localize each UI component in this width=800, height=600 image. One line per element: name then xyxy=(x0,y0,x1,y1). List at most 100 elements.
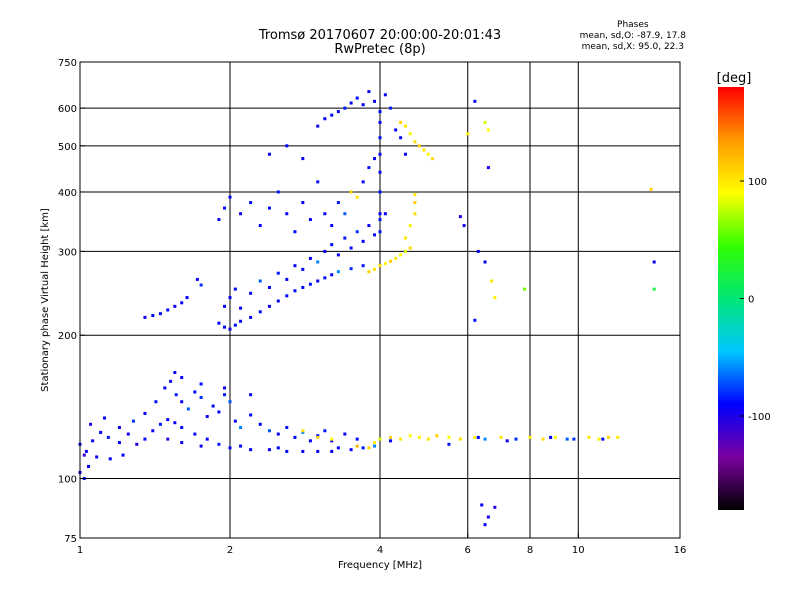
data-point xyxy=(355,437,359,441)
data-point xyxy=(486,515,490,519)
data-point xyxy=(285,212,289,216)
data-point xyxy=(403,152,407,156)
colorbar-ticks: 100 0 -100 xyxy=(740,177,771,423)
data-point xyxy=(195,277,199,281)
data-point xyxy=(276,271,280,275)
data-point xyxy=(228,400,232,404)
data-point xyxy=(378,190,382,194)
data-point xyxy=(135,442,139,446)
data-point xyxy=(249,448,253,452)
y-axis-label: Stationary phase Virtual Height [km] xyxy=(40,208,51,392)
data-point xyxy=(597,437,601,441)
data-point xyxy=(223,325,227,329)
data-point xyxy=(413,212,417,216)
data-point xyxy=(228,446,232,450)
data-point xyxy=(490,279,494,283)
x-tick-label: 6 xyxy=(465,545,471,556)
data-point xyxy=(166,437,170,441)
data-point xyxy=(205,414,209,418)
data-points xyxy=(78,90,656,527)
data-point xyxy=(572,437,576,441)
data-point xyxy=(466,132,470,136)
data-point xyxy=(408,224,412,228)
data-point xyxy=(239,319,243,323)
colorbar-unit-label: [deg] xyxy=(717,71,752,86)
data-point xyxy=(95,455,99,459)
data-point xyxy=(361,180,365,184)
data-point xyxy=(249,315,253,319)
data-point xyxy=(228,296,232,300)
data-point xyxy=(330,243,334,247)
data-point xyxy=(106,435,110,439)
data-point xyxy=(565,437,569,441)
data-point xyxy=(361,264,365,268)
data-point xyxy=(217,218,221,222)
data-point xyxy=(228,327,232,331)
data-point xyxy=(483,260,487,264)
data-point xyxy=(355,195,359,199)
data-point xyxy=(330,113,334,117)
data-point xyxy=(553,435,557,439)
data-point xyxy=(205,437,209,441)
data-point xyxy=(493,505,497,509)
phase-stats-heading: Phases xyxy=(617,20,649,30)
data-point xyxy=(316,260,320,264)
data-point xyxy=(349,267,353,271)
data-point xyxy=(399,120,403,124)
phase-stats-o-line: mean, sd,O: -87.9, 17.8 xyxy=(579,31,686,41)
data-point xyxy=(378,437,382,441)
data-point xyxy=(523,287,527,291)
data-point xyxy=(486,128,490,132)
data-point xyxy=(293,435,297,439)
data-point xyxy=(330,439,334,443)
data-point xyxy=(180,301,184,305)
data-point xyxy=(426,152,430,156)
y-tick-label: 400 xyxy=(58,188,77,199)
data-point xyxy=(285,294,289,298)
data-point xyxy=(323,249,327,253)
data-point xyxy=(378,218,382,222)
data-point xyxy=(186,407,190,411)
y-tick-label: 600 xyxy=(58,104,77,115)
data-point xyxy=(223,393,227,397)
data-point xyxy=(151,314,155,318)
data-point xyxy=(417,144,421,148)
data-point xyxy=(99,430,103,434)
data-point xyxy=(587,435,591,439)
data-point xyxy=(378,264,382,268)
data-point xyxy=(373,233,377,237)
data-point xyxy=(126,432,130,436)
data-point xyxy=(258,422,262,426)
data-point xyxy=(483,120,487,124)
data-point xyxy=(367,224,371,228)
data-point xyxy=(476,249,480,253)
data-point xyxy=(483,437,487,441)
data-point xyxy=(258,310,262,314)
y-tick-label: 75 xyxy=(64,534,77,545)
data-point xyxy=(293,230,297,234)
data-point xyxy=(267,152,271,156)
data-point xyxy=(330,437,334,441)
y-tick-label: 100 xyxy=(58,475,77,486)
data-point xyxy=(323,212,327,216)
data-point xyxy=(435,434,439,438)
data-point xyxy=(336,110,340,114)
data-point xyxy=(316,449,320,453)
data-point xyxy=(323,117,327,121)
data-point xyxy=(103,416,107,420)
data-point xyxy=(378,120,382,124)
data-point xyxy=(301,429,305,433)
data-point xyxy=(426,437,430,441)
data-point xyxy=(373,441,377,445)
data-point xyxy=(217,410,221,414)
data-point xyxy=(154,400,158,404)
data-point xyxy=(193,390,197,394)
data-point xyxy=(82,453,86,457)
data-point xyxy=(117,441,121,445)
data-point xyxy=(86,464,90,468)
data-point xyxy=(316,124,320,128)
data-point xyxy=(399,437,403,441)
data-point xyxy=(217,321,221,325)
phase-stats-x-line: mean, sd,X: 95.0, 22.3 xyxy=(581,42,684,52)
data-point xyxy=(336,446,340,450)
